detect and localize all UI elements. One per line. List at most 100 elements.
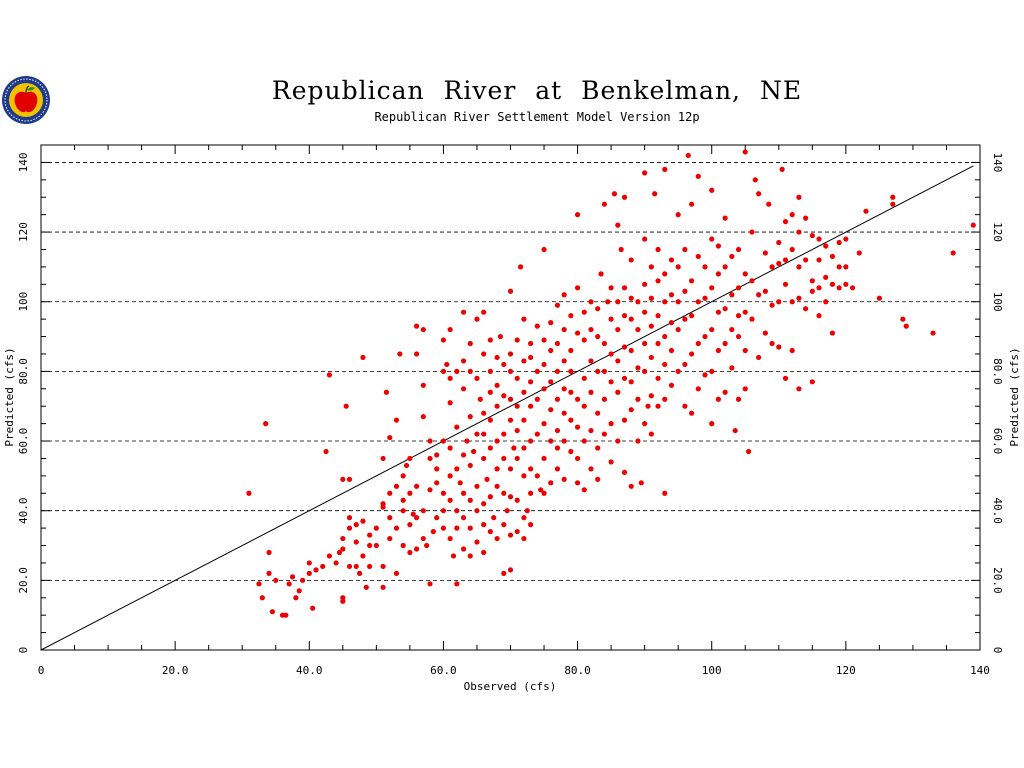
data-point [528, 379, 534, 385]
data-point [554, 427, 561, 434]
data-point [642, 236, 648, 242]
data-point [588, 326, 594, 333]
data-point [296, 588, 302, 594]
x-tick-label: 80.0 [564, 664, 591, 677]
data-point [628, 407, 634, 413]
data-point [642, 368, 648, 374]
data-point [595, 410, 601, 416]
data-point [662, 166, 668, 172]
data-point [581, 403, 587, 409]
data-point [803, 215, 809, 221]
x-tick-label: 120 [836, 664, 856, 677]
data-point [454, 466, 460, 472]
data-point [434, 466, 440, 472]
data-point [541, 490, 547, 496]
data-point [574, 480, 581, 486]
data-point [393, 417, 400, 423]
y-tick-label-right: 0 [991, 647, 1004, 654]
data-point [903, 323, 909, 329]
data-point [467, 462, 473, 469]
data-point [561, 358, 567, 364]
data-point [340, 476, 346, 482]
data-point [494, 382, 500, 388]
y-tick-label-right: 140 [991, 152, 1004, 172]
data-point [890, 201, 896, 207]
data-point [588, 358, 594, 364]
data-point [766, 201, 772, 207]
y-tick-label-right: 40.0 [991, 497, 1004, 524]
data-point [849, 285, 856, 291]
data-point [635, 438, 641, 444]
data-point [474, 539, 480, 545]
data-point [528, 340, 534, 347]
data-point [776, 260, 782, 267]
data-point [574, 285, 581, 291]
data-point [363, 584, 369, 590]
y-tick-label-left: 60.0 [17, 428, 30, 455]
data-point [809, 232, 815, 239]
data-point [494, 403, 500, 409]
data-point [367, 532, 373, 538]
data-point [467, 368, 473, 374]
data-point [420, 508, 426, 514]
data-point [447, 400, 453, 406]
data-point [722, 215, 728, 221]
data-point [507, 351, 514, 357]
data-point [447, 326, 453, 333]
data-point [501, 431, 507, 437]
data-point [373, 525, 379, 531]
data-point [655, 403, 661, 409]
data-point [856, 250, 862, 256]
data-point [447, 497, 453, 503]
data-point [568, 368, 574, 374]
data-point [568, 313, 574, 319]
data-point [320, 563, 326, 570]
data-point [504, 508, 510, 514]
data-point [447, 375, 453, 381]
data-point [843, 264, 849, 270]
data-point [554, 396, 561, 402]
data-point [668, 320, 675, 326]
data-point [541, 455, 547, 462]
data-point [424, 542, 430, 549]
data-point [346, 525, 353, 531]
axis-ticks [40, 144, 981, 651]
data-point [460, 515, 467, 521]
y-tick-label-left: 140 [17, 152, 30, 172]
data-point [367, 542, 373, 549]
data-point [621, 313, 628, 319]
data-point [561, 438, 567, 444]
data-point [695, 253, 701, 260]
axis-labels: 0 20.0 40.0 60.0 80.0 100 120 140 0 0 20.0 20.0 40.0… [17, 152, 1004, 677]
y-axis-title-right: Predicted (cfs) [1008, 347, 1021, 446]
data-point [890, 194, 896, 200]
data-point [494, 438, 500, 444]
data-point [722, 389, 728, 395]
data-point [675, 368, 681, 374]
data-point [595, 445, 601, 451]
data-point [487, 417, 493, 423]
data-point [695, 386, 701, 392]
data-point [514, 337, 520, 343]
data-point [293, 595, 299, 601]
data-point [695, 299, 701, 305]
data-point [662, 299, 668, 305]
data-point [528, 438, 534, 444]
data-point [655, 340, 661, 347]
data-point [615, 389, 621, 395]
data-point [836, 285, 842, 291]
data-point [816, 236, 822, 242]
y-tick-label-right: 80.0 [991, 358, 1004, 385]
data-point [715, 396, 722, 402]
data-point [440, 525, 447, 531]
data-point [400, 473, 406, 479]
data-point [310, 605, 316, 611]
data-point [688, 313, 695, 319]
data-point [474, 375, 480, 381]
data-point [682, 403, 688, 409]
data-point [440, 490, 447, 496]
data-point [507, 494, 514, 500]
data-point [521, 316, 527, 322]
data-point [776, 299, 782, 305]
x-tick-label: 0 [38, 664, 45, 677]
